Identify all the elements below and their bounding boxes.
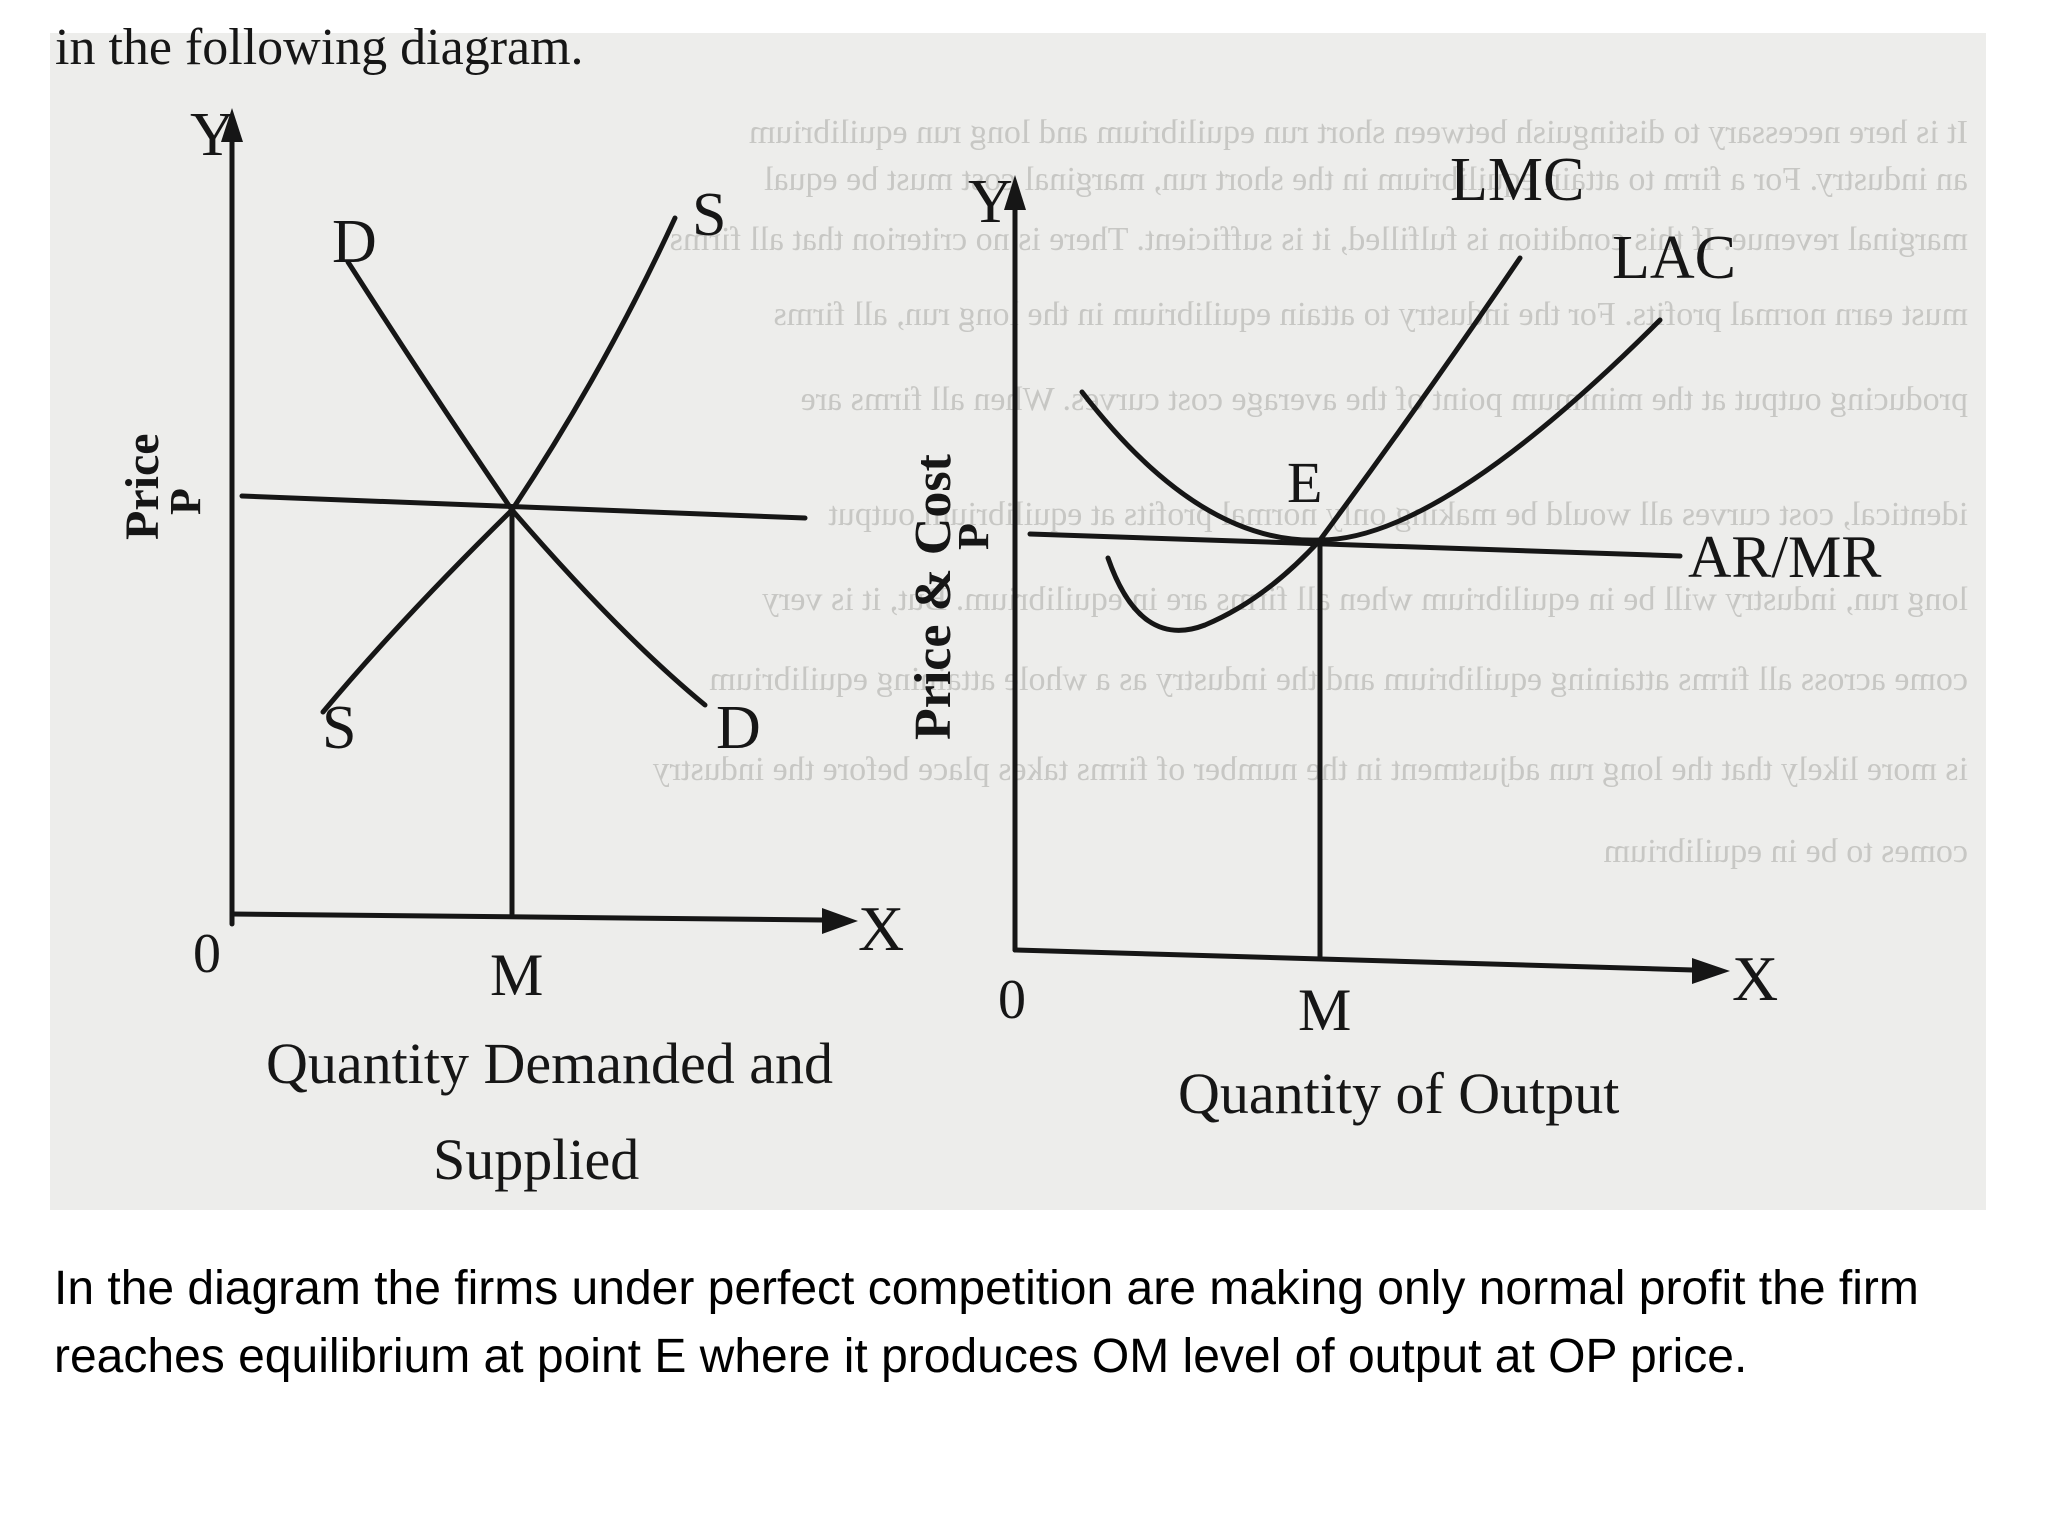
left-y-axis-label: Price (116, 433, 169, 540)
caption-text: In the diagram the firms under perfect c… (54, 1262, 1919, 1383)
header-fragment: in the following diagram. (55, 19, 584, 76)
background-text-line: identical, cost curves all would be maki… (828, 496, 1968, 533)
left-panel: Y X 0 Price P D S S D M Quantity Demande… (116, 101, 904, 1192)
background-text-line: must earn normal profits. For the indust… (773, 296, 1968, 333)
background-text-line: comes to be in equilibrium (1604, 833, 1969, 870)
lmc-curve (1105, 255, 1523, 633)
background-show-through-text: It is here necessary to distinguish betw… (653, 114, 1968, 870)
supply-curve (320, 215, 678, 715)
demand-label-top: D (332, 208, 377, 276)
right-x-axis-letter: X (1732, 943, 1778, 1014)
equilibrium-point-label: E (1287, 450, 1322, 515)
ar-mr-label: AR/MR (1688, 524, 1881, 590)
background-text-line: marginal revenue. If this condition is f… (670, 221, 1968, 258)
left-price-mark: P (161, 488, 210, 515)
right-x-axis (1012, 947, 1696, 973)
left-x-axis-label-line2: Supplied (433, 1127, 639, 1192)
demand-label-bottom: D (716, 694, 761, 762)
left-price-line (239, 493, 808, 521)
right-y-axis-label: Price & Cost (905, 453, 962, 740)
background-text-line: producing output at the minimum point of… (801, 381, 1968, 418)
left-x-axis-label-line1: Quantity Demanded and (266, 1031, 833, 1096)
background-text-line: is more likely that the long run adjustm… (653, 751, 1968, 788)
background-text-line: long run, industry will be in equilibriu… (762, 581, 1968, 618)
left-quantity-mark: M (490, 942, 543, 1008)
supply-label-top: S (692, 181, 726, 249)
right-x-axis-label: Quantity of Output (1178, 1061, 1619, 1126)
left-y-axis-letter: Y (190, 101, 235, 169)
right-price-mark: P (949, 523, 998, 550)
right-quantity-mark: M (1298, 977, 1351, 1043)
right-panel: Y X 0 Price & Cost P LMC LAC E AR/MR M Q… (905, 146, 1881, 1126)
scanned-figure-background (50, 33, 1986, 1210)
right-y-axis-letter: Y (968, 168, 1013, 236)
right-y-axis-arrowhead (1004, 175, 1026, 210)
right-x-axis-arrowhead (1692, 958, 1730, 984)
lac-label: LAC (1612, 224, 1736, 292)
left-x-axis-arrowhead (822, 908, 858, 934)
background-text-line: an industry. For a firm to attain equili… (764, 161, 1968, 198)
left-origin: 0 (193, 923, 221, 985)
background-text-line: come across all firms attaining equilibr… (709, 661, 1968, 698)
right-origin: 0 (998, 969, 1026, 1031)
left-x-axis-letter: X (858, 893, 904, 964)
lac-curve (1079, 317, 1663, 543)
background-text-line: It is here necessary to distinguish betw… (749, 114, 1968, 151)
lmc-label: LMC (1450, 146, 1584, 214)
supply-label-bottom: S (322, 694, 356, 762)
left-y-axis-arrowhead (221, 108, 243, 142)
ar-mr-line (1027, 531, 1683, 559)
left-x-axis (229, 911, 826, 923)
